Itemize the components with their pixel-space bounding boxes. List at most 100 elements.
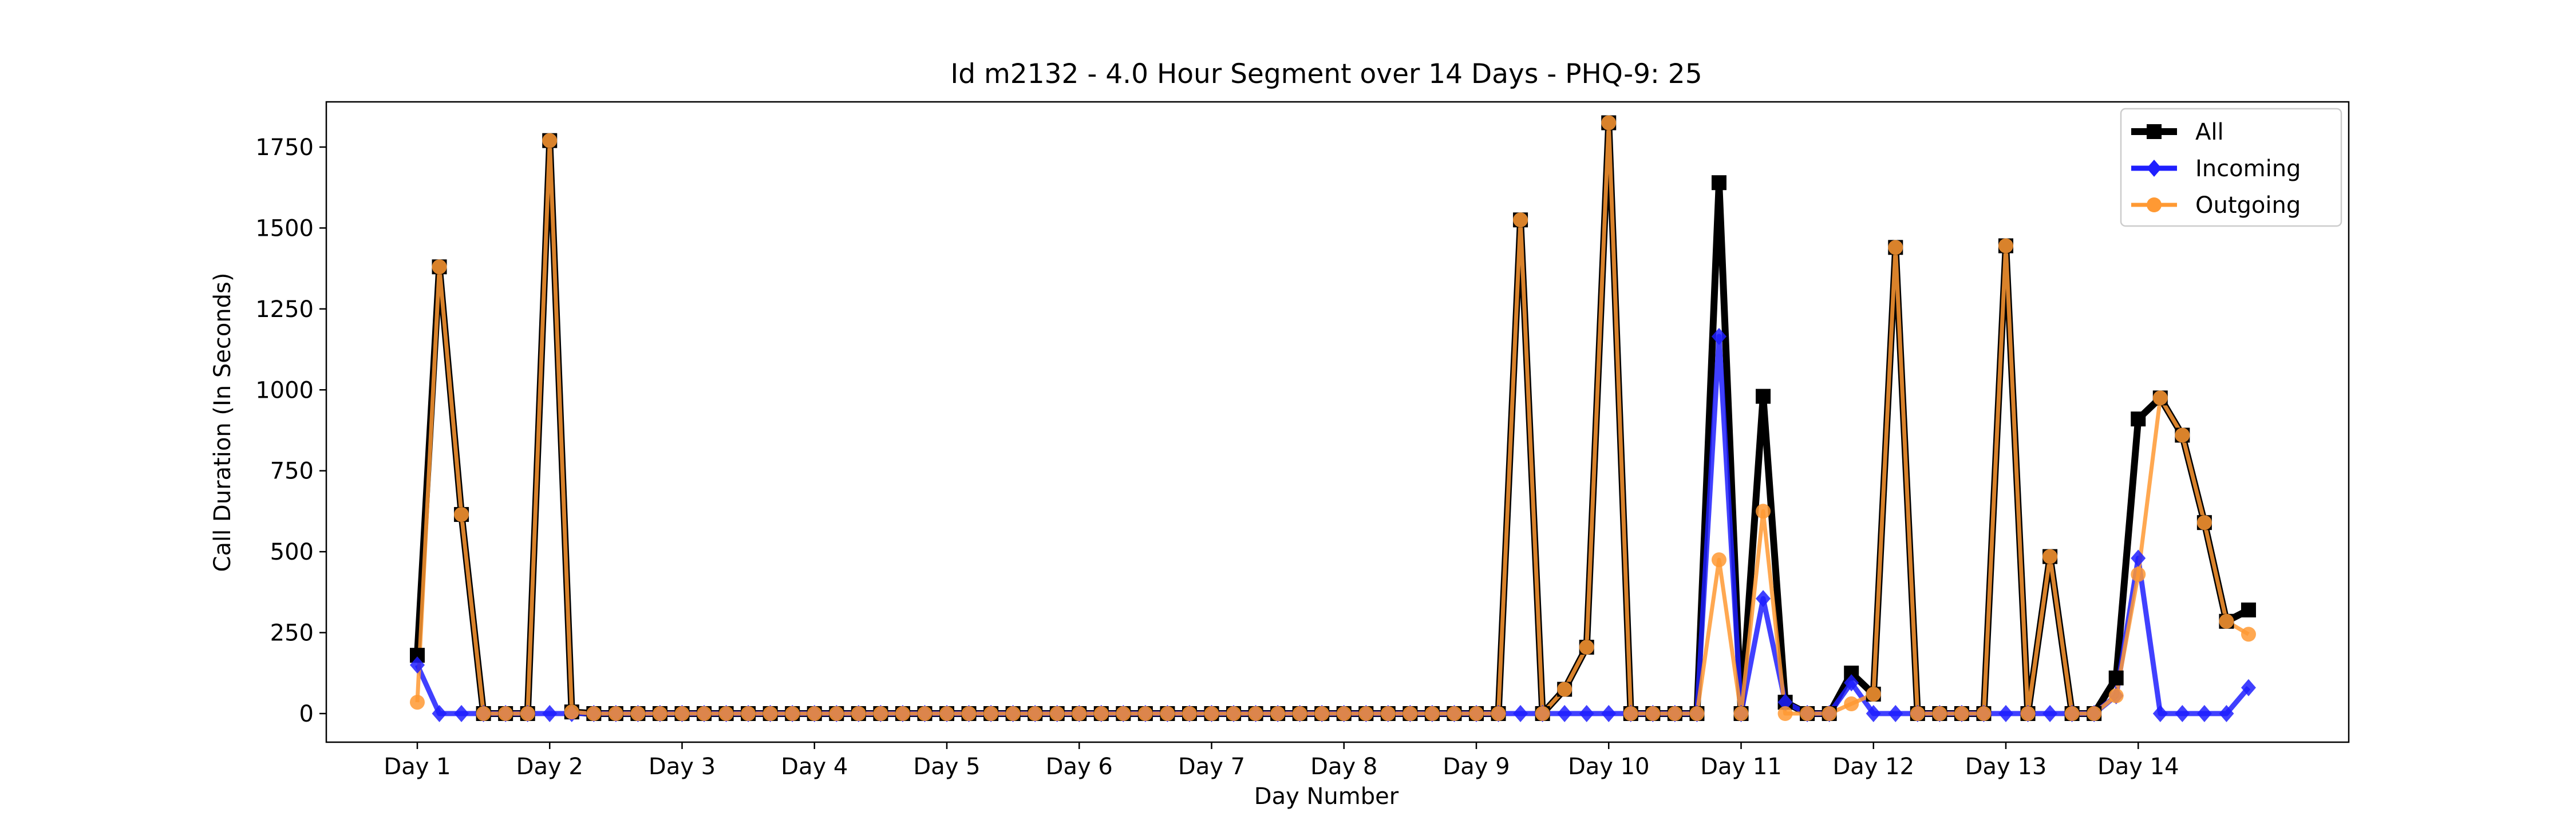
legend-box [2120,108,2342,227]
marker-outgoing [2108,688,2124,703]
marker-outgoing [1226,706,1242,721]
marker-outgoing [1866,687,1881,702]
marker-outgoing [1711,552,1726,568]
marker-outgoing [1667,706,1682,721]
marker-outgoing [762,706,778,721]
chart-title: Id m2132 - 4.0 Hour Segment over 14 Days… [950,58,1702,90]
marker-incoming [2219,705,2234,722]
marker-incoming [410,656,425,674]
marker-outgoing [1380,706,1396,721]
marker-outgoing [1645,706,1661,721]
marker-outgoing [1910,706,1925,721]
marker-outgoing [895,706,910,721]
marker-outgoing [718,706,734,721]
marker-incoming [432,705,447,722]
marker-outgoing [1579,640,1594,655]
x-axis-label: Day Number [1254,783,1399,810]
marker-incoming [1998,705,2013,722]
series-markers [410,115,2256,722]
marker-outgoing [1160,706,1175,721]
marker-outgoing [432,259,447,275]
marker-outgoing [1248,706,1263,721]
marker-incoming [2131,549,2146,567]
legend: All Incoming Outgoing [2120,108,2342,227]
marker-incoming [1601,705,1617,722]
legend-marker [2147,197,2162,212]
marker-outgoing [697,706,712,721]
marker-outgoing [2175,427,2190,443]
marker-outgoing [1888,240,1903,255]
y-tick-label: 250 [270,620,314,647]
marker-outgoing [1623,706,1638,721]
marker-outgoing [2196,515,2212,530]
marker-outgoing [917,706,933,721]
marker-outgoing [1049,706,1065,721]
marker-outgoing [2020,706,2036,721]
marker-outgoing [851,706,866,721]
marker-outgoing [1733,706,1749,721]
marker-outgoing [608,706,623,721]
marker-outgoing [1424,706,1440,721]
x-tick-label: Day 2 [516,754,583,780]
marker-outgoing [2241,627,2256,642]
marker-outgoing [1822,706,1837,721]
marker-outgoing [1072,706,1087,721]
marker-outgoing [1844,696,1859,712]
marker-outgoing [1535,706,1550,721]
x-tick-label: Day 6 [1046,754,1113,780]
y-tick-label: 1250 [255,296,314,323]
marker-incoming [1756,590,1771,608]
marker-outgoing [674,706,690,721]
marker-outgoing [939,706,954,721]
plot-area [325,101,2350,743]
marker-incoming [1711,327,1726,345]
marker-outgoing [1777,706,1793,721]
marker-outgoing [1469,706,1484,721]
marker-outgoing [1204,706,1219,721]
legend-label: Incoming [2195,156,2301,182]
marker-outgoing [1601,115,1617,130]
x-tick-label: Day 8 [1310,754,1377,780]
marker-incoming [2175,705,2190,722]
x-tick-label: Day 7 [1178,754,1245,780]
marker-outgoing [1756,504,1771,519]
y-tick-label: 750 [270,458,314,485]
y-tick-label: 1000 [255,377,314,403]
x-tick-label: Day 10 [1568,754,1650,780]
marker-outgoing [630,706,646,721]
marker-outgoing [785,706,800,721]
marker-outgoing [2042,549,2058,564]
x-tick-label: Day 12 [1832,754,1914,780]
marker-outgoing [1137,706,1153,721]
marker-incoming [1557,705,1573,722]
marker-outgoing [454,507,469,522]
marker-outgoing [1292,706,1307,721]
marker-incoming [2241,679,2256,696]
marker-outgoing [498,706,513,721]
marker-incoming [1866,705,1881,722]
marker-outgoing [1513,212,1528,228]
marker-outgoing [983,706,999,721]
marker-outgoing [741,706,756,721]
marker-all [2108,670,2124,686]
marker-outgoing [1447,706,1462,721]
marker-incoming [454,705,469,722]
x-tick-label: Day 5 [913,754,980,780]
legend-marker [2147,160,2162,177]
marker-outgoing [2064,706,2080,721]
marker-incoming [2042,705,2058,722]
x-tick-label: Day 1 [384,754,451,780]
marker-outgoing [1491,706,1506,721]
legend-marker [2147,124,2162,139]
marker-outgoing [961,706,977,721]
marker-outgoing [1932,706,1947,721]
x-tick-label: Day 3 [649,754,716,780]
plot-frame [325,101,2350,743]
marker-outgoing [1689,706,1705,721]
marker-outgoing [1998,238,2013,253]
marker-all [2241,602,2256,617]
marker-all [1756,389,1771,404]
marker-outgoing [1182,706,1197,721]
x-tick-label: Day 4 [781,754,848,780]
